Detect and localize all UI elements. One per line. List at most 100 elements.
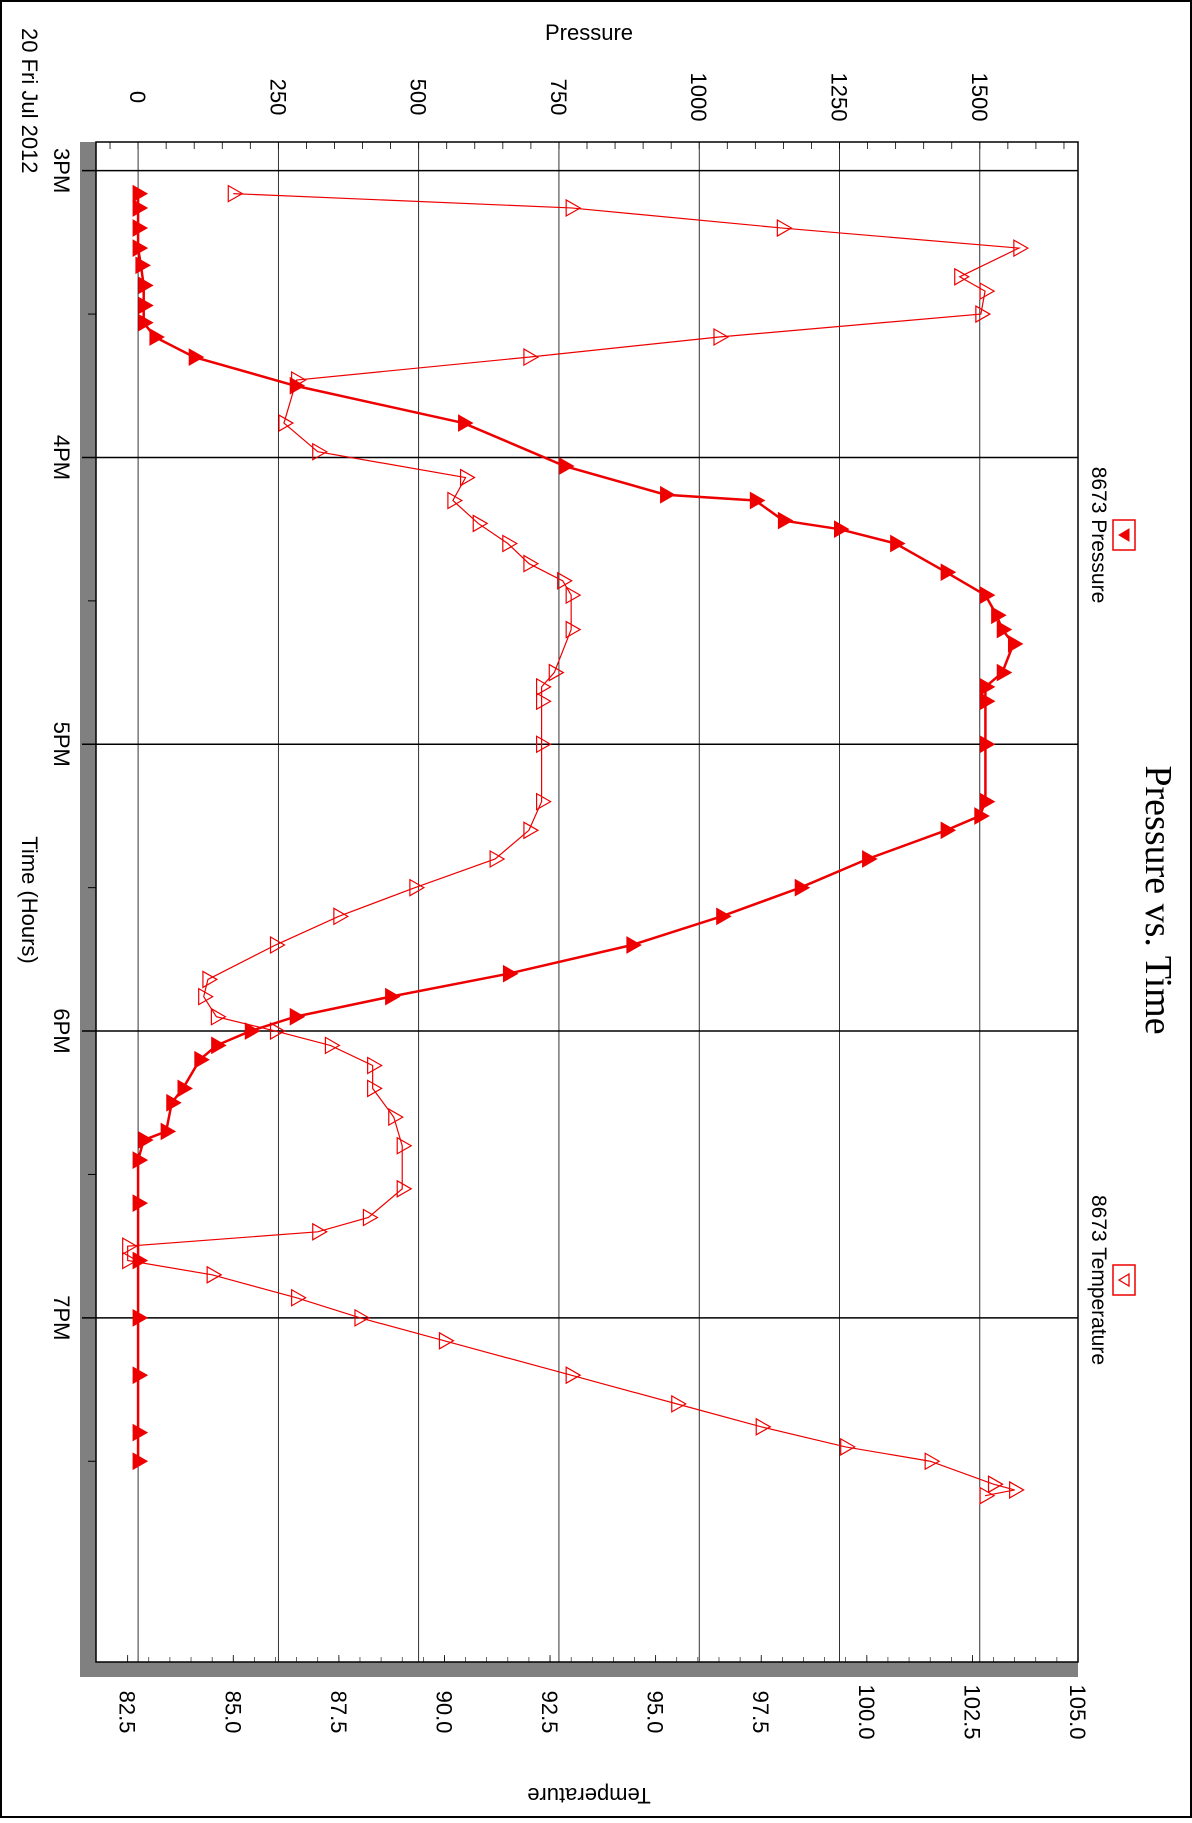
temperature-point [1009, 1480, 1025, 1499]
temperature-point [502, 534, 519, 553]
temperature-point [269, 1022, 286, 1041]
pressure-point [166, 1093, 182, 1112]
temperature-point [565, 620, 582, 639]
pressure-point [996, 620, 1013, 639]
temperature-point [409, 878, 426, 897]
temperature-tick-label: 97.5 [748, 1691, 773, 1734]
pressure-point [749, 491, 766, 510]
pressure-point [940, 821, 957, 840]
temperature-point [472, 514, 489, 533]
temperature-point [671, 1394, 687, 1413]
pressure-point [211, 1036, 227, 1055]
temperature-point [291, 371, 307, 390]
temperature-point [987, 1475, 1004, 1494]
pressure-point [1007, 635, 1024, 653]
legend-temperature-box [1112, 1264, 1136, 1296]
pressure-point [626, 936, 642, 954]
pressure-point [979, 586, 996, 604]
pressure-point [979, 692, 996, 711]
pressure-point [794, 878, 811, 897]
temperature-point [396, 1136, 413, 1155]
pressure-point [132, 1366, 149, 1385]
x-tick-label: 5PM [49, 722, 74, 767]
pressure-point [138, 313, 154, 332]
pressure-tick-label: 1000 [686, 73, 711, 122]
pressure-point [777, 511, 794, 530]
temperature-tick-label: 85.0 [220, 1691, 245, 1734]
pressure-point [289, 1007, 306, 1026]
temperature-point [396, 1179, 413, 1198]
pressure-tick-label: 0 [125, 91, 150, 103]
temperature-tick-label: 87.5 [326, 1691, 351, 1734]
pressure-tick-label: 750 [546, 79, 571, 116]
temperature-axis-label: Temperature [527, 1783, 651, 1808]
temperature-point [557, 571, 573, 590]
x-tick-label: 6PM [49, 1008, 74, 1053]
temperature-point [447, 491, 464, 510]
pressure-point [132, 1194, 149, 1212]
pressure-point [194, 1050, 210, 1069]
temperature-tick-label: 105.0 [1065, 1684, 1090, 1739]
temperature-point [489, 849, 506, 869]
legend-pressure-marker [1118, 528, 1130, 542]
temperature-tick-label: 102.5 [959, 1684, 984, 1739]
pressure-point [244, 1022, 261, 1040]
pressure-point [132, 184, 149, 203]
temperature-point [388, 1108, 404, 1127]
temperature-point [979, 282, 996, 301]
temperature-point [333, 907, 350, 926]
temperature-tick-label: 92.5 [537, 1691, 562, 1734]
temperature-point [776, 219, 793, 238]
pressure-point [979, 678, 996, 696]
pressure-point [132, 1423, 149, 1442]
pressure-point [132, 219, 149, 237]
pressure-point [834, 520, 850, 539]
pressure-point [890, 534, 906, 553]
temperature-point [523, 348, 540, 367]
pressure-point [138, 276, 154, 295]
x-tick-label: 4PM [49, 435, 74, 480]
temperature-point [954, 267, 970, 286]
pressure-tick-label: 250 [265, 79, 290, 116]
temperature-point [324, 1036, 341, 1055]
temperature-tick-label: 82.5 [115, 1691, 140, 1734]
pressure-axis-label: Pressure [545, 20, 633, 45]
pressure-point [716, 907, 732, 926]
pressure-point [132, 1151, 149, 1169]
axes-layer: 3PM 4PM 5PM 6PM 7PM 0 250 500 750 1000 1250 1500 82.… [49, 73, 1090, 1740]
pressure-point [940, 563, 957, 582]
pressure-point [188, 348, 205, 366]
temperature-point [362, 1208, 379, 1227]
temperature-point [535, 677, 552, 696]
temperature-point [755, 1417, 772, 1436]
pressure-point [996, 663, 1013, 682]
temperature-point [924, 1452, 941, 1471]
temperature-point [565, 586, 582, 605]
temperature-point [565, 198, 582, 217]
legend-temperature-label: 8673 Temperature [1087, 1195, 1110, 1365]
temperature-point [202, 970, 219, 989]
temperature-tick-label: 100.0 [854, 1684, 879, 1739]
temperature-point [840, 1437, 856, 1456]
chart-title: Pressure vs. Time [1137, 765, 1179, 1034]
temperature-point [210, 1007, 227, 1026]
temperature-point [535, 692, 552, 711]
temperature-point [535, 792, 552, 811]
x-tick-label: 3PM [49, 148, 74, 193]
pressure-point [979, 792, 996, 811]
temperature-point [1013, 239, 1030, 258]
temperature-point [291, 1288, 307, 1307]
temperature-point [269, 935, 286, 955]
pressure-tick-label: 500 [406, 79, 431, 116]
temperature-point [523, 554, 540, 573]
pressure-point [132, 1251, 149, 1270]
temperature-series-line [127, 193, 1022, 1497]
pressure-point [132, 199, 149, 217]
temperature-point [312, 1222, 328, 1241]
temperature-point [713, 327, 730, 347]
pressure-point [385, 987, 401, 1006]
temperature-point [979, 1486, 996, 1505]
temperature-point [975, 305, 992, 324]
pressure-point [177, 1079, 193, 1098]
